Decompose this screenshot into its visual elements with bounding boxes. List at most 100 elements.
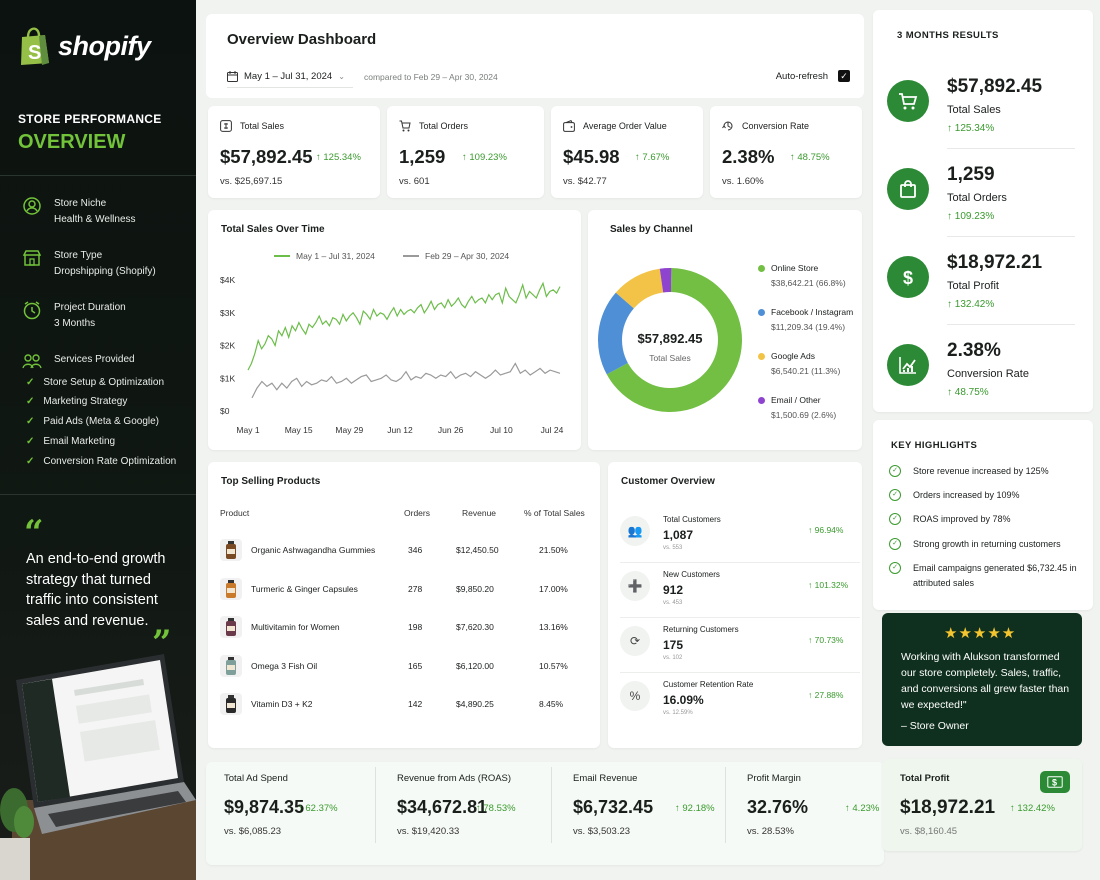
customer-metric-row: 👥 Total Customers 1,087 vs. 553 ↑ 96.94% <box>620 508 860 563</box>
highlight-item: ✓ ROAS improved by 78% <box>889 512 1079 527</box>
x-tick-label: Jul 24 <box>541 425 564 435</box>
metric-value: $34,672.81 <box>397 797 488 817</box>
highlight-text: Strong growth in returning customers <box>913 539 1061 549</box>
product-name: Vitamin D3 + K2 <box>251 699 313 709</box>
table-row[interactable]: Turmeric & Ginger Capsules 278 $9,850.20… <box>220 570 596 608</box>
x-tick-label: May 29 <box>335 425 363 435</box>
metric-label: Customer Retention Rate <box>663 680 754 689</box>
table-row[interactable]: Multivitamin for Women 198 $7,620.30 13.… <box>220 608 596 646</box>
metric-vs: vs. 28.53% <box>747 826 794 837</box>
customer-metric-row: % Customer Retention Rate 16.09% vs. 12.… <box>620 673 860 728</box>
product-name: Turmeric & Ginger Capsules <box>251 583 358 594</box>
sidebar-quote: An end-to-end growth strategy that turne… <box>26 551 166 629</box>
date-range-text: May 1 – Jul 31, 2024 <box>244 71 333 82</box>
product-revenue: $12,450.50 <box>456 545 499 555</box>
metric-value: 1,087 <box>663 528 694 542</box>
services-label: Services Provided <box>54 354 135 365</box>
check-icon: ✓ <box>26 436 35 447</box>
sales-by-channel-card: Sales by Channel $57,892.45 Total Sales … <box>588 210 862 450</box>
result-value: $18,972.21 <box>947 252 1043 273</box>
y-tick-label: $4K <box>220 275 235 285</box>
metric-vs: vs. 102 <box>663 655 683 661</box>
metric-vs: vs. $19,420.33 <box>397 826 460 837</box>
donut-slice[interactable] <box>598 292 634 375</box>
table-row[interactable]: Vitamin D3 + K2 142 $4,890.25 8.45% <box>220 685 596 723</box>
services-provided: Services Provided <box>22 352 135 372</box>
svg-text:$: $ <box>903 268 913 287</box>
shopify-bag-icon: S <box>21 27 49 65</box>
legend-current: May 1 – Jul 31, 2024 <box>274 251 375 261</box>
sidebar-title: OVERVIEW <box>18 131 126 153</box>
chart-title: Sales by Channel <box>610 224 693 235</box>
service-item: ✓ Paid Ads (Meta & Google) <box>26 416 159 427</box>
donut-center-label: Total Sales <box>649 353 691 363</box>
result-value: 1,259 <box>947 164 995 185</box>
quote-close-icon: ” <box>152 623 172 663</box>
sales-donut-chart <box>598 268 742 412</box>
info-label: Project Duration <box>54 302 126 313</box>
result-change: ↑ 132.42% <box>947 299 995 310</box>
money-icon: $ <box>1040 771 1070 793</box>
project-duration: Project Duration 3 Months <box>22 300 126 332</box>
y-tick-label: $3K <box>220 308 235 318</box>
kpi-label: Average Order Value <box>583 121 667 131</box>
donut-slice[interactable] <box>659 268 672 293</box>
check-circle-icon: ✓ <box>889 538 901 550</box>
customer-metric-row: ➕ New Customers 912 vs. 453 ↑ 101.32% <box>620 563 860 618</box>
col-header-product: Product <box>220 508 250 518</box>
highlight-text: Email campaigns generated $6,732.45 in a… <box>913 563 1077 588</box>
metric-value: 16.09% <box>663 693 704 707</box>
metric-vs: vs. $8,160.45 <box>900 826 958 837</box>
channel-name: Email / Other <box>771 395 821 405</box>
service-text: Email Marketing <box>43 436 116 447</box>
kpi-change: ↑ 48.75% <box>790 152 830 163</box>
date-range-picker[interactable]: May 1 – Jul 31, 2024 ⌄ <box>227 66 353 88</box>
bottom-metric-card: Email Revenue $6,732.45 ↑ 92.18% vs. $3,… <box>551 759 728 851</box>
y-tick-label: $0 <box>220 406 230 416</box>
chart-title: Total Sales Over Time <box>221 224 325 235</box>
service-text: Conversion Rate Optimization <box>43 456 177 467</box>
compared-range: compared to Feb 29 – Apr 30, 2024 <box>364 72 498 82</box>
auto-refresh-checkbox[interactable]: ✓ <box>838 70 850 82</box>
product-orders: 278 <box>408 583 423 594</box>
clock-icon <box>23 301 41 320</box>
metric-vs: vs. 453 <box>663 600 683 606</box>
channel-value: $1,500.69 (2.6%) <box>771 410 837 420</box>
product-orders: 165 <box>408 660 423 671</box>
service-text: Marketing Strategy <box>43 396 128 407</box>
result-label: Conversion Rate <box>947 368 1029 380</box>
info-value: Dropshipping (Shopify) <box>54 266 156 277</box>
service-item: ✓ Conversion Rate Optimization <box>26 456 176 467</box>
col-header-pct: % of Total Sales <box>524 508 585 518</box>
series-line-current <box>247 281 561 371</box>
bottom-metric-card: Total Profit $18,972.21 ↑ 132.42% vs. $8… <box>882 759 1082 851</box>
donut-slice[interactable] <box>606 268 742 412</box>
bottom-metrics-strip <box>206 762 884 865</box>
table-row[interactable]: Organic Ashwagandha Gummies 346 $12,450.… <box>220 531 596 569</box>
sidebar-subtitle: STORE PERFORMANCE <box>18 112 162 126</box>
logo-text: shopify <box>58 30 151 61</box>
metric-label: Revenue from Ads (ROAS) <box>397 773 512 784</box>
donut-slice[interactable] <box>615 268 664 309</box>
legend-dot <box>758 265 765 273</box>
sales-line-chart: $0 $1K $2K $3K $4K May 1 May 15 May 29 Jun 12 Jun… <box>220 275 564 435</box>
channel-name: Facebook / Instagram <box>771 307 854 317</box>
check-circle-icon: ✓ <box>889 489 901 501</box>
result-change: ↑ 109.23% <box>947 211 995 222</box>
x-tick-label: May 1 <box>236 425 259 435</box>
product-name: Multivitamin for Women <box>251 622 340 632</box>
highlight-item: ✓ Email campaigns generated $6,732.45 in … <box>889 561 1079 591</box>
new-customer-icon: ➕ <box>620 571 650 601</box>
sales-over-time-card: Total Sales Over Time May 1 – Jul 31, 20… <box>208 210 581 450</box>
table-row[interactable]: Omega 3 Fish Oil 165 $6,120.00 10.57% <box>220 647 596 685</box>
legend-swatch-current <box>274 255 290 257</box>
result-label: Total Orders <box>947 192 1007 204</box>
metric-value: 175 <box>663 638 684 652</box>
service-text: Paid Ads (Meta & Google) <box>43 416 160 427</box>
kpi-vs: vs. 1.60% <box>722 176 764 187</box>
result-value: 2.38% <box>947 340 1001 361</box>
highlight-text: Orders increased by 109% <box>913 490 1020 500</box>
svg-text:S: S <box>28 42 41 64</box>
highlight-item: ✓ Store revenue increased by 125% <box>889 464 1079 479</box>
result-item: $57,892.45 Total Sales ↑ 125.34% <box>887 76 1077 162</box>
